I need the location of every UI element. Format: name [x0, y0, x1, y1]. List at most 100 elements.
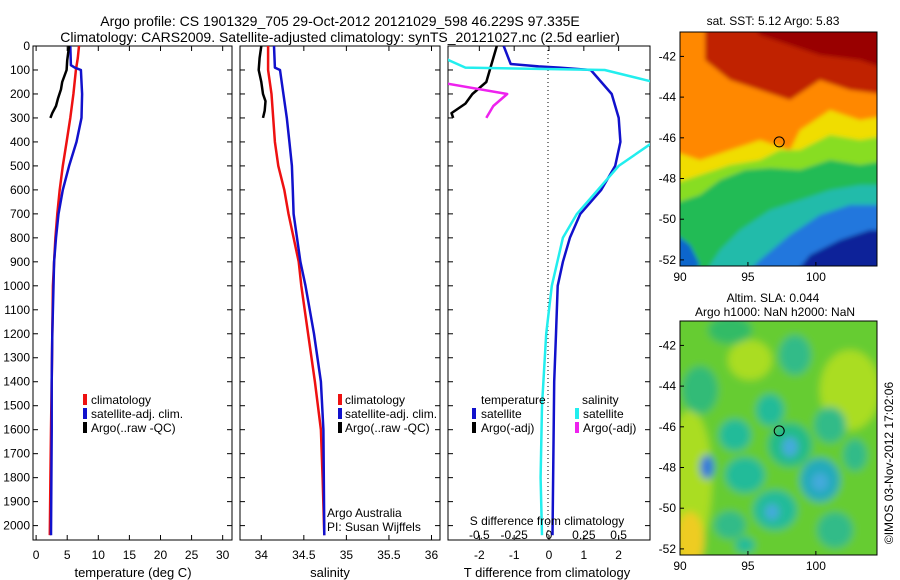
- x-tick-label: 1: [580, 548, 587, 562]
- legend-swatch-sal-argo: [575, 422, 579, 433]
- difference-series: [448, 46, 650, 536]
- sst-map-ticks: 90 95 100 -52 -50 -48 -46 -44 -42: [659, 49, 827, 284]
- salinity-xlabel: salinity: [310, 565, 350, 580]
- legend-swatch-satellite: [338, 408, 342, 419]
- series-line-2: [257, 46, 267, 119]
- y-tick-label: 1800: [3, 471, 30, 485]
- y-tick-label: 600: [10, 183, 30, 197]
- x-tick-label: 0: [546, 548, 553, 562]
- x-tick-label: 30: [216, 548, 230, 562]
- x2-tick-label: -0.25: [500, 528, 528, 542]
- x-tick-label: 2: [615, 548, 622, 562]
- sst-map-title: sat. SST: 5.12 Argo: 5.83: [707, 14, 840, 28]
- sst-map-frame: [679, 31, 878, 267]
- legend-label-sal-argo: Argo(-adj): [583, 421, 636, 435]
- sla-map-subtitle: Argo h1000: NaN h2000: NaN: [695, 305, 855, 319]
- y-tick-label: -42: [659, 49, 677, 63]
- y-tick-label: -46: [659, 420, 677, 434]
- sla-map-title: Altim. SLA: 0.044: [727, 291, 820, 305]
- x-tick-label: 90: [673, 270, 687, 284]
- x2-tick-label: 0.25: [572, 528, 596, 542]
- x-tick-label: 34.5: [292, 548, 316, 562]
- legend-label-temp-argo: Argo(-adj): [481, 421, 534, 435]
- x-tick-label: 95: [741, 559, 755, 573]
- legend-swatch-argo: [338, 422, 342, 433]
- y-tick-label: 0: [23, 39, 30, 53]
- y-tick-label: 1600: [3, 423, 30, 437]
- x-tick-label: -2: [474, 548, 485, 562]
- x-tick-label: 100: [806, 559, 826, 573]
- y-tick-label: 1400: [3, 375, 30, 389]
- x2-tick-label: 0: [546, 528, 553, 542]
- y-tick-label: 200: [10, 87, 30, 101]
- sla-map-argo-location-marker: [773, 425, 785, 437]
- imos-timestamp-label: ©IMOS 03-Nov-2012 17:02:06: [882, 382, 896, 545]
- figure-title-line1: Argo profile: CS 1901329_705 29-Oct-2012…: [100, 13, 580, 29]
- legend-label-argo: Argo(..raw -QC): [91, 421, 176, 435]
- y-tick-label: 1700: [3, 447, 30, 461]
- y-tick-label: 1100: [4, 303, 30, 317]
- series-line-3: [448, 82, 509, 119]
- legend-swatch-temp-satellite: [472, 408, 476, 419]
- y-tick-label: -52: [659, 542, 677, 556]
- temperature-legend: climatology satellite-adj. clim. Argo(..…: [83, 393, 183, 435]
- legend-label-climatology: climatology: [345, 393, 405, 407]
- legend-swatch-sal-satellite: [575, 408, 579, 419]
- sst-map-argo-location-marker: [773, 136, 785, 148]
- x-tick-label: 20: [154, 548, 168, 562]
- y-tick-label: 1200: [3, 327, 30, 341]
- figure-title-line2: Climatology: CARS2009. Satellite-adjuste…: [60, 29, 620, 45]
- y-tick-label: -48: [659, 172, 677, 186]
- sla-map-ticks: 90 95 100 -52 -50 -48 -46 -44 -42: [659, 338, 827, 573]
- y-tick-label: 900: [10, 255, 30, 269]
- y-tick-label: -50: [659, 501, 677, 515]
- y-tick-label: 1500: [3, 399, 30, 413]
- y-tick-label: -50: [659, 212, 677, 226]
- x-tick-label: 5: [64, 548, 71, 562]
- x-tick-label: 36: [425, 548, 439, 562]
- legend-swatch-satellite: [83, 408, 87, 419]
- y-tick-label: 100: [10, 63, 30, 77]
- series-line-2: [448, 58, 650, 536]
- x-tick-label: 34: [255, 548, 269, 562]
- temperature-xlabel: temperature (deg C): [74, 565, 191, 580]
- x-tick-label: 10: [92, 548, 106, 562]
- salinity-annotation-org: Argo Australia: [327, 506, 402, 520]
- sla-map-field: [680, 321, 877, 555]
- sst-map-field: [680, 32, 877, 266]
- salinity-ticks: 34 34.5 35 35.5 36: [240, 45, 440, 562]
- y-tick-label: -44: [659, 379, 677, 393]
- x-tick-label: 90: [673, 559, 687, 573]
- y-tick-label: -46: [659, 131, 677, 145]
- salinity-annotation-pi: PI: Susan Wijffels: [327, 520, 421, 534]
- x-tick-label: 15: [123, 548, 137, 562]
- series-line-0: [502, 46, 622, 536]
- sla-map-frame: [679, 320, 878, 556]
- temperature-series: [48, 46, 84, 536]
- x-tick-label: 95: [741, 270, 755, 284]
- y-tick-label: 800: [10, 231, 30, 245]
- temperature-plot-frame: [32, 45, 233, 541]
- y-tick-label: -44: [659, 90, 677, 104]
- x-tick-label: 35.5: [377, 548, 401, 562]
- legend-label-argo: Argo(..raw -QC): [345, 421, 430, 435]
- y-tick-label: 1300: [3, 351, 30, 365]
- series-line-2: [49, 46, 71, 119]
- y-tick-label: 500: [10, 159, 30, 173]
- y-tick-label: -48: [659, 461, 677, 475]
- legend-swatch-argo: [83, 422, 87, 433]
- legend-swatch-climatology: [338, 394, 342, 405]
- series-line-1: [272, 46, 326, 536]
- legend-label-satellite: satellite-adj. clim.: [345, 407, 437, 421]
- series-line-1: [49, 46, 84, 536]
- difference-xlabel: T difference from climatology: [464, 565, 631, 580]
- y-tick-label: -52: [659, 253, 677, 267]
- y-tick-label: 1000: [3, 279, 30, 293]
- salinity-legend: climatology satellite-adj. clim. Argo(..…: [338, 393, 437, 435]
- y-tick-label: 1900: [3, 495, 30, 509]
- legend-swatch-climatology: [83, 394, 87, 405]
- legend-label-temp-satellite: satellite: [481, 407, 522, 421]
- legend-title-salinity: salinity: [582, 393, 619, 407]
- difference-legend: temperature salinity satellite Argo(-adj…: [472, 393, 636, 435]
